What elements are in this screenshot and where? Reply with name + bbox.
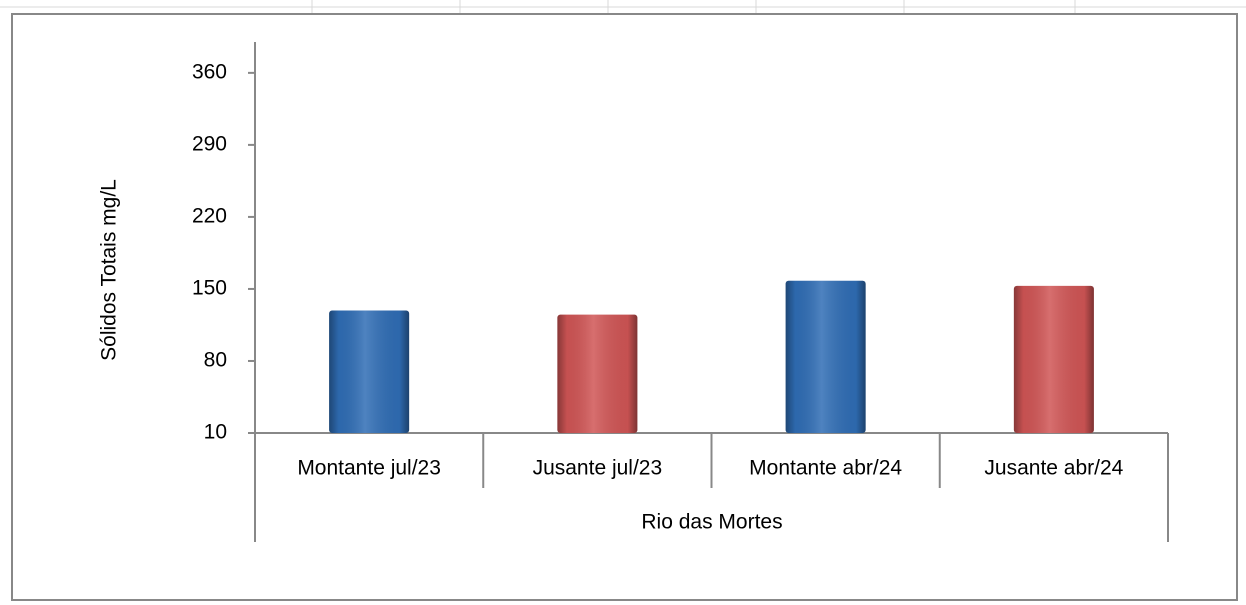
y-tick-label: 360 (192, 60, 227, 83)
y-tick-label: 290 (192, 132, 227, 155)
bar-shade (329, 310, 410, 433)
y-tick-label: 10 (204, 421, 227, 444)
group-label: Rio das Mortes (641, 511, 782, 534)
sheet-grid (0, 0, 1246, 14)
x-tick-label: Montante abr/24 (749, 457, 902, 480)
y-axis-label: Sólidos Totais mg/L (98, 179, 121, 361)
bar-shade (785, 280, 866, 433)
bar-shade (1013, 285, 1094, 433)
y-tick-label: 150 (192, 276, 227, 299)
y-tick-label: 80 (204, 349, 227, 372)
x-tick-label: Jusante jul/23 (533, 457, 663, 480)
x-tick-label: Jusante abr/24 (984, 457, 1123, 480)
bar-shade (557, 314, 638, 433)
y-tick-label: 220 (192, 204, 227, 227)
x-tick-label: Montante jul/23 (297, 457, 441, 480)
